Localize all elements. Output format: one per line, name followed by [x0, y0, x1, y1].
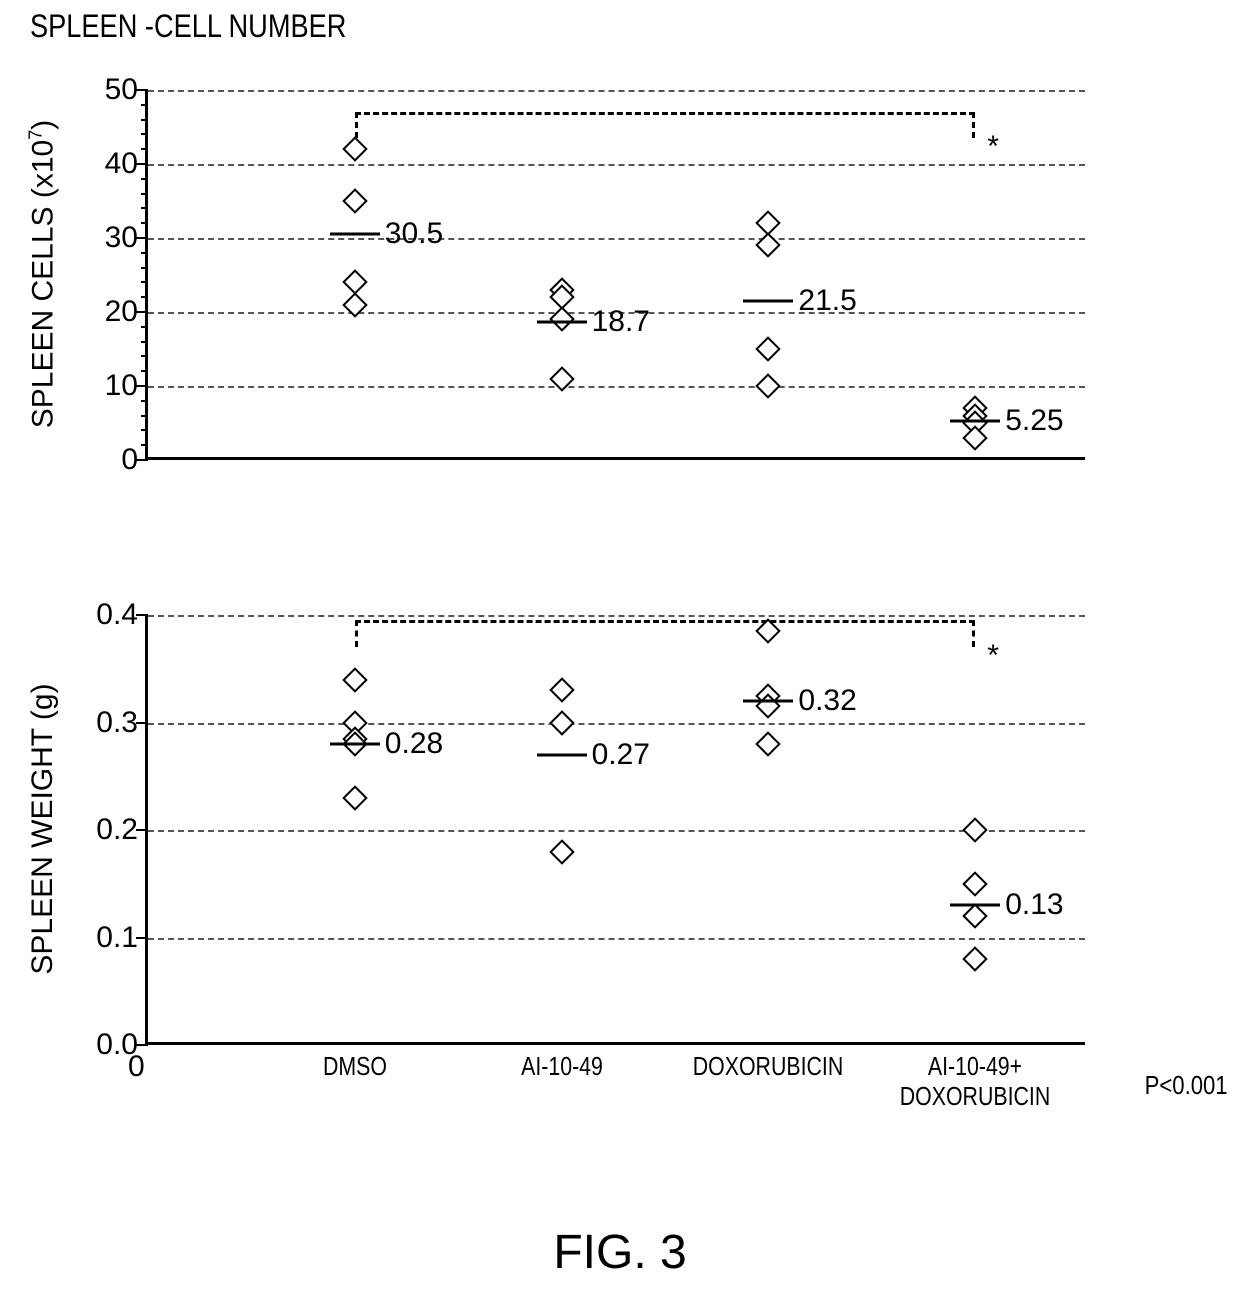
y-tick-minor — [141, 104, 148, 106]
mean-indicator — [743, 700, 793, 703]
data-point-marker — [756, 336, 781, 361]
y-tick-minor — [141, 444, 148, 446]
mean-indicator — [537, 753, 587, 756]
data-point-marker — [962, 903, 987, 928]
grid-line — [148, 386, 1085, 388]
mean-indicator — [743, 299, 793, 302]
grid-line — [148, 238, 1085, 240]
grid-line — [148, 615, 1085, 617]
mean-value-label: 0.13 — [1005, 888, 1063, 922]
grid-line — [148, 723, 1085, 725]
p-value-text: P<0.001 — [1145, 1070, 1228, 1101]
y-tick-label: 0.4 — [96, 598, 148, 632]
y-tick-label: 30 — [105, 221, 148, 255]
plot-area: 0.00.10.20.30.4SPLEEN WEIGHT (g)*0.28DMS… — [145, 615, 1085, 1045]
data-point-marker — [549, 839, 574, 864]
y-tick-minor — [141, 326, 148, 328]
data-point-marker — [549, 710, 574, 735]
significance-bracket — [355, 620, 975, 647]
grid-line — [148, 938, 1085, 940]
chart-spleen-cells: 01020304050SPLEEN CELLS (x107)*30.518.72… — [145, 90, 1085, 460]
mean-value-label: 5.25 — [1005, 404, 1063, 438]
y-tick-minor — [141, 400, 148, 402]
y-tick-label: 0.3 — [96, 706, 148, 740]
x-category-label: AI-10-49+DOXORUBICIN — [900, 1042, 1050, 1112]
y-tick-minor — [141, 341, 148, 343]
y-tick-minor — [141, 296, 148, 298]
grid-line — [148, 90, 1085, 92]
mean-indicator — [330, 743, 380, 746]
data-point-marker — [342, 667, 367, 692]
y-axis-label: SPLEEN CELLS (x107) — [26, 119, 61, 428]
data-point-marker — [962, 946, 987, 971]
x-category-label: DOXORUBICIN — [693, 1042, 843, 1082]
data-point-marker — [549, 678, 574, 703]
mean-value-label: 0.27 — [592, 738, 650, 772]
chart-spleen-weight: 0.00.10.20.30.4SPLEEN WEIGHT (g)*0.28DMS… — [145, 615, 1085, 1045]
mean-value-label: 0.28 — [385, 727, 443, 761]
data-point-marker — [756, 731, 781, 756]
figure-container: SPLEEN -CELL NUMBER 0 10 20 30 40 50 SPLEEN CE… — [0, 0, 1240, 1295]
y-tick-minor — [141, 429, 148, 431]
significance-bracket — [355, 112, 975, 138]
mean-value-label: 30.5 — [385, 217, 443, 251]
y-tick-minor — [141, 281, 148, 283]
y-tick-minor — [141, 370, 148, 372]
y-axis-label: SPLEEN WEIGHT (g) — [26, 683, 60, 974]
y-tick-label: 0.1 — [96, 921, 148, 955]
data-point-marker — [342, 785, 367, 810]
y-tick-label: 10 — [105, 369, 148, 403]
y-tick-minor — [141, 415, 148, 417]
y-tick-label: 40 — [105, 147, 148, 181]
grid-line — [148, 830, 1085, 832]
data-point-marker — [342, 136, 367, 161]
figure-label: FIG. 3 — [553, 1225, 686, 1280]
y-tick-minor — [141, 119, 148, 121]
mean-value-label: 0.32 — [798, 684, 856, 718]
mean-indicator — [950, 904, 1000, 907]
data-point-marker — [962, 425, 987, 450]
y-tick-minor — [141, 193, 148, 195]
y-tick-label: 0.2 — [96, 813, 148, 847]
y-tick-label: 50 — [105, 73, 148, 107]
y-tick-minor — [141, 355, 148, 357]
data-point-marker — [756, 618, 781, 643]
mean-indicator — [330, 233, 380, 236]
y-tick-minor — [141, 207, 148, 209]
mean-value-label: 21.5 — [798, 284, 856, 318]
data-point-marker — [756, 233, 781, 258]
significance-star: * — [987, 639, 999, 673]
mean-indicator — [537, 320, 587, 323]
data-point-marker — [342, 188, 367, 213]
plot-area: 01020304050SPLEEN CELLS (x107)*30.518.72… — [145, 90, 1085, 460]
x-category-label: AI-10-49 — [521, 1042, 603, 1082]
significance-star: * — [987, 130, 999, 164]
y-tick-minor — [141, 222, 148, 224]
y-tick-minor — [141, 252, 148, 254]
y-tick-minor — [141, 148, 148, 150]
x-category-label: DMSO — [323, 1042, 387, 1082]
mean-indicator — [950, 420, 1000, 423]
data-point-marker — [962, 871, 987, 896]
mean-value-label: 18.7 — [592, 305, 650, 339]
x-origin-label: 0 — [128, 1050, 145, 1084]
grid-line — [148, 164, 1085, 166]
y-tick-label: 20 — [105, 295, 148, 329]
y-tick-minor — [141, 267, 148, 269]
y-tick-label: 0 — [121, 443, 148, 477]
data-point-marker — [962, 817, 987, 842]
y-tick-minor — [141, 133, 148, 135]
y-tick-minor — [141, 178, 148, 180]
page-title: SPLEEN -CELL NUMBER — [30, 8, 346, 45]
data-point-marker — [756, 373, 781, 398]
